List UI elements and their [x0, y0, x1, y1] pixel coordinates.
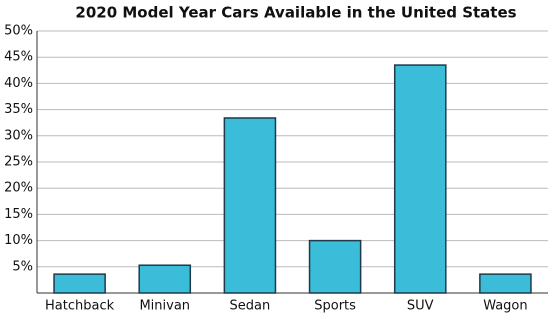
chart-title: 2020 Model Year Cars Available in the Un…	[75, 4, 516, 22]
y-tick-label: 10%	[4, 233, 33, 248]
x-tick-label: Minivan	[139, 299, 190, 314]
x-tick-label: Wagon	[483, 299, 527, 314]
y-tick-label: 35%	[4, 102, 33, 117]
y-tick-label: 50%	[4, 24, 33, 39]
y-tick-label: 20%	[4, 181, 33, 196]
bar	[308, 239, 362, 294]
bar	[479, 273, 532, 294]
x-tick-label: Sedan	[230, 299, 271, 314]
y-tick-label: 25%	[4, 155, 33, 170]
x-tick-label: Sports	[314, 299, 356, 314]
x-tick-label: Hatchback	[45, 299, 115, 314]
y-tick-label: 30%	[4, 128, 33, 143]
bar	[223, 117, 277, 294]
y-tick-label: 15%	[4, 207, 33, 222]
y-tick-label: 40%	[4, 76, 33, 91]
bar	[138, 264, 192, 294]
bar	[53, 273, 106, 294]
bar	[393, 64, 447, 294]
x-tick-label: SUV	[407, 299, 434, 314]
y-tick-label: 5%	[12, 259, 33, 274]
y-tick-label: 45%	[4, 50, 33, 65]
